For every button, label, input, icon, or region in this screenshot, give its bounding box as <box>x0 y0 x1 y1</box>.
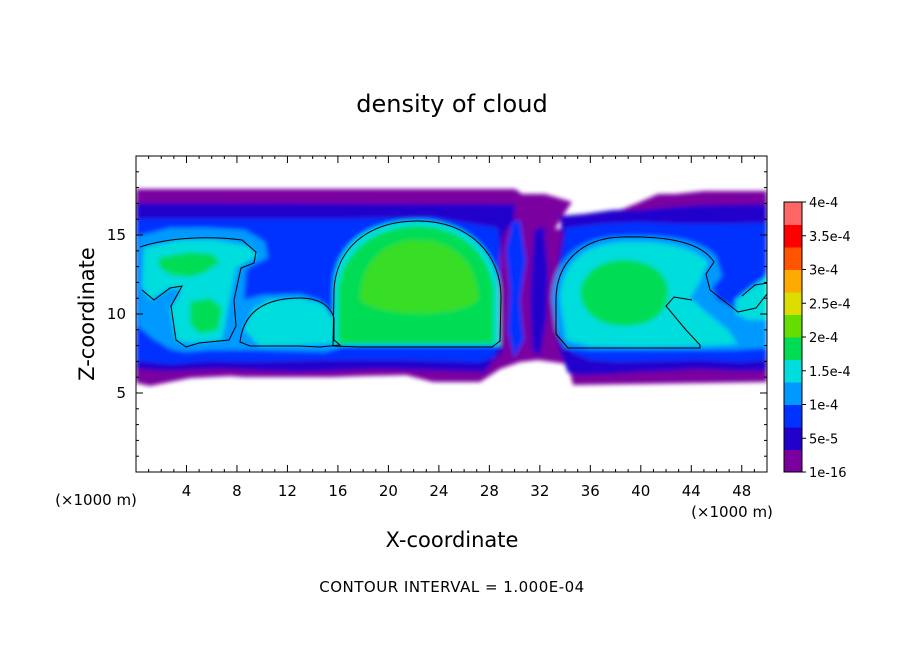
colorbar-swatch <box>784 404 802 428</box>
central-dome-core <box>360 240 478 314</box>
colorbar-label: 1e-4 <box>809 399 838 414</box>
density-field <box>136 189 767 386</box>
x-axis-title: X-coordinate <box>386 528 519 552</box>
colorbar-swatch <box>784 314 802 338</box>
y-tick-label: 5 <box>116 384 126 402</box>
colorbar-swatch <box>784 292 802 315</box>
x-tick-label: 28 <box>480 482 499 500</box>
colorbar-label: 4e-4 <box>809 196 838 211</box>
plot-area <box>136 156 767 472</box>
lower-left-cell-cyan <box>244 298 336 346</box>
colorbar-label: 1.5e-4 <box>809 365 851 380</box>
x-tick-label: 4 <box>182 482 192 500</box>
x-tick-label: 32 <box>530 482 549 500</box>
colorbar-label: 2e-4 <box>809 331 838 346</box>
colorbar-swatch <box>784 269 802 293</box>
colorbar-swatch <box>784 449 802 473</box>
contour-interval-footer: CONTOUR INTERVAL = 1.000E-04 <box>319 578 584 596</box>
colorbar-swatch <box>784 247 802 270</box>
x-tick-label: 44 <box>682 482 701 500</box>
x-tick-label: 12 <box>278 482 297 500</box>
x-axis-unit-left: (×1000 m) <box>55 491 137 509</box>
y-axis-ticks: 5 10 15 <box>107 171 767 457</box>
y-axis-title: Z-coordinate <box>75 247 99 381</box>
contour-lines <box>139 220 767 349</box>
x-tick-label: 8 <box>232 482 242 500</box>
x-tick-label: 40 <box>631 482 650 500</box>
x-tick-label: 24 <box>429 482 448 500</box>
colorbar-swatch <box>784 224 802 248</box>
x-tick-label: 36 <box>581 482 600 500</box>
lower-left-cell-green <box>190 298 222 334</box>
x-tick-label: 48 <box>732 482 751 500</box>
x-axis-unit-right: (×1000 m) <box>691 503 773 521</box>
right-cell-green <box>580 260 668 326</box>
colorbar-label: 2.5e-4 <box>809 297 851 312</box>
gap-column-streak <box>530 226 548 356</box>
colorbar-swatch <box>784 382 802 405</box>
chart-title: density of cloud <box>356 90 547 118</box>
y-tick-label: 15 <box>107 226 126 244</box>
x-tick-label: 16 <box>328 482 347 500</box>
colorbar-label: 3.5e-4 <box>809 230 851 245</box>
colorbar: 4e-4 3.5e-4 3e-4 2.5e-4 2e-4 1.5e-4 1e-4 5e-5 1e… <box>783 196 851 481</box>
x-axis-ticks: 4 8 12 16 20 24 28 32 36 40 44 48 <box>148 156 755 500</box>
x-tick-label: 20 <box>379 482 398 500</box>
colorbar-swatch <box>784 337 802 360</box>
contour-lower-left-cell <box>239 297 342 348</box>
colorbar-swatch <box>784 427 802 450</box>
contour-right-cell <box>555 236 767 349</box>
colorbar-label: 3e-4 <box>809 264 838 279</box>
colorbar-label: 5e-5 <box>809 432 838 447</box>
y-tick-label: 10 <box>107 305 126 323</box>
left-cell-green <box>158 252 220 277</box>
colorbar-label: 1e-16 <box>809 466 847 481</box>
colorbar-swatch <box>784 202 802 225</box>
colorbar-swatch <box>784 359 802 383</box>
contour-central-dome <box>332 220 502 348</box>
gap-column-blue <box>506 220 526 358</box>
contour-left-cell <box>139 237 257 348</box>
right-edge-cell-cyan <box>735 276 767 320</box>
